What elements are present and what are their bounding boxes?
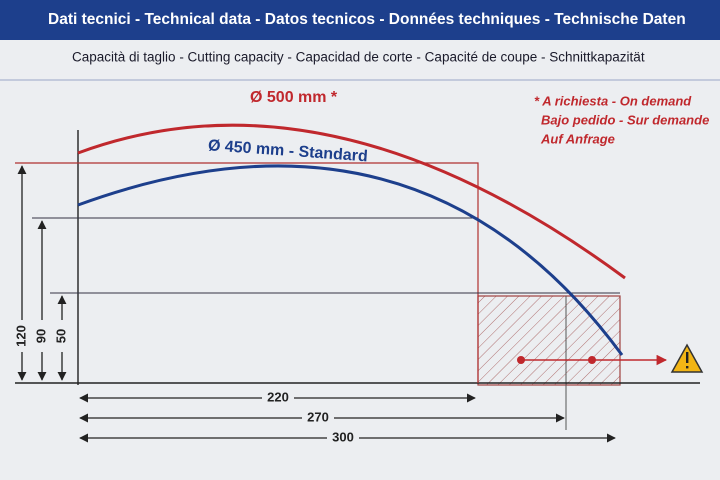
note-line: Bajo pedido - Sur demande: [541, 112, 709, 127]
extra-zone: [477, 295, 621, 386]
label-bg: [327, 430, 359, 446]
curve-label: Ø 450 mm - Standard: [207, 137, 368, 165]
warning-mark: [686, 352, 689, 363]
blade-450-curve: [77, 164, 624, 356]
warning-mark: [686, 366, 689, 369]
note-line: * A richiesta - On demand: [534, 93, 692, 108]
label-bg: [15, 320, 69, 352]
capacity-outline: [15, 162, 479, 383]
width-label: 220: [267, 389, 289, 404]
height-label: 120: [13, 325, 28, 347]
width-label: 300: [332, 429, 354, 444]
header-title: Dati tecnici - Technical data - Datos te…: [48, 11, 686, 28]
header-band: [0, 0, 720, 40]
dot: [588, 356, 596, 364]
dot: [517, 356, 525, 364]
height-label: 90: [33, 329, 48, 343]
height-label: 50: [53, 329, 68, 343]
blade-500-curve: [77, 123, 626, 280]
curve-label: Ø 500 mm *: [250, 89, 338, 106]
width-label: 270: [307, 409, 329, 424]
note-line: Auf Anfrage: [540, 131, 615, 146]
label-bg: [262, 390, 294, 406]
subtitle: Capacità di taglio - Cutting capacity - …: [72, 50, 645, 65]
label-bg: [302, 410, 334, 426]
